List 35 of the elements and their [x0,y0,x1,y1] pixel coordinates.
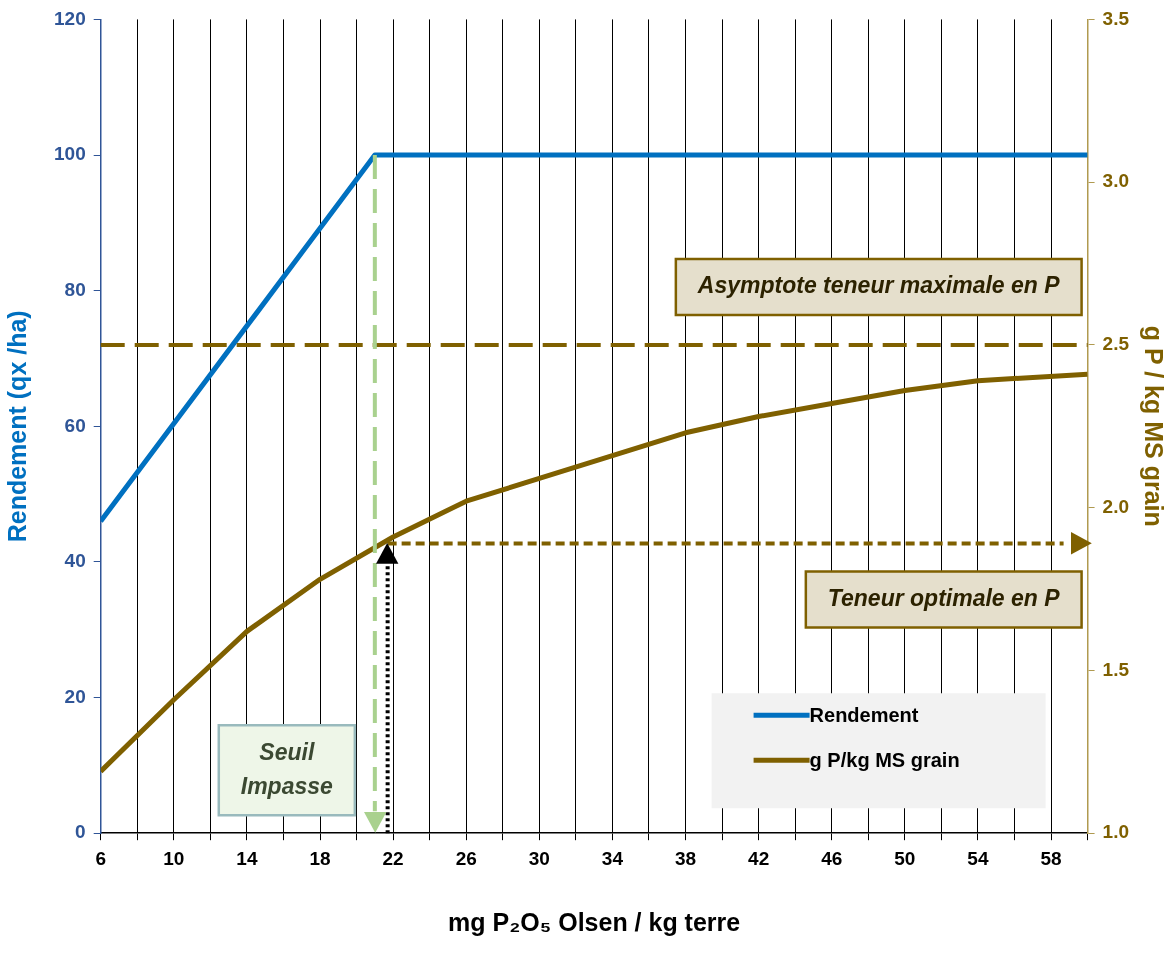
x-tick-label: 58 [1040,847,1062,869]
y-tick-label: 60 [64,414,86,436]
x-tick-label: 10 [163,847,185,869]
x-tick-label: 30 [528,847,550,869]
y-tick-label: 40 [64,550,86,572]
ref-line-label: Asymptote teneur maximale en P [696,272,1061,299]
y2-tick-label: 2.5 [1102,333,1130,355]
x-tick-label: 18 [309,847,331,869]
x-tick-label: 54 [967,847,989,869]
x-axis-title: mg P₂O₅ Olsen / kg terre [448,907,741,936]
ref-line-label: Teneur optimale en P [827,584,1061,611]
y2-tick-label: 1.0 [1102,821,1130,843]
y-axis-title: Rendement (qx /ha) [2,310,31,543]
x-tick-label: 14 [236,847,258,869]
y-tick-label: 80 [64,278,86,300]
x-tick-label: 34 [601,847,624,869]
x-tick-label: 50 [894,847,916,869]
x-tick-label: 22 [382,847,404,869]
y2-tick-label: 3.0 [1102,170,1130,192]
x-tick-label: 6 [95,847,106,869]
x-tick-label: 42 [748,847,770,869]
y2-tick-label: 1.5 [1102,658,1130,680]
y-tick-label: 20 [64,685,86,707]
y-tick-label: 120 [54,7,86,29]
y2-tick-label: 3.5 [1102,7,1130,29]
legend-label: g P/kg MS grain [809,748,960,771]
y-tick-label: 0 [75,821,86,843]
legend-label: Rendement [809,703,919,726]
x-tick-label: 38 [674,847,697,869]
y-tick-label: 100 [54,143,86,165]
x-tick-label: 46 [821,847,843,869]
y2-tick-label: 2.0 [1102,495,1130,517]
y2-axis-title: g P / kg MS grain [1140,325,1169,527]
x-tick-label: 26 [455,847,477,869]
ref-line-label: Seuil Impasse [240,738,334,799]
